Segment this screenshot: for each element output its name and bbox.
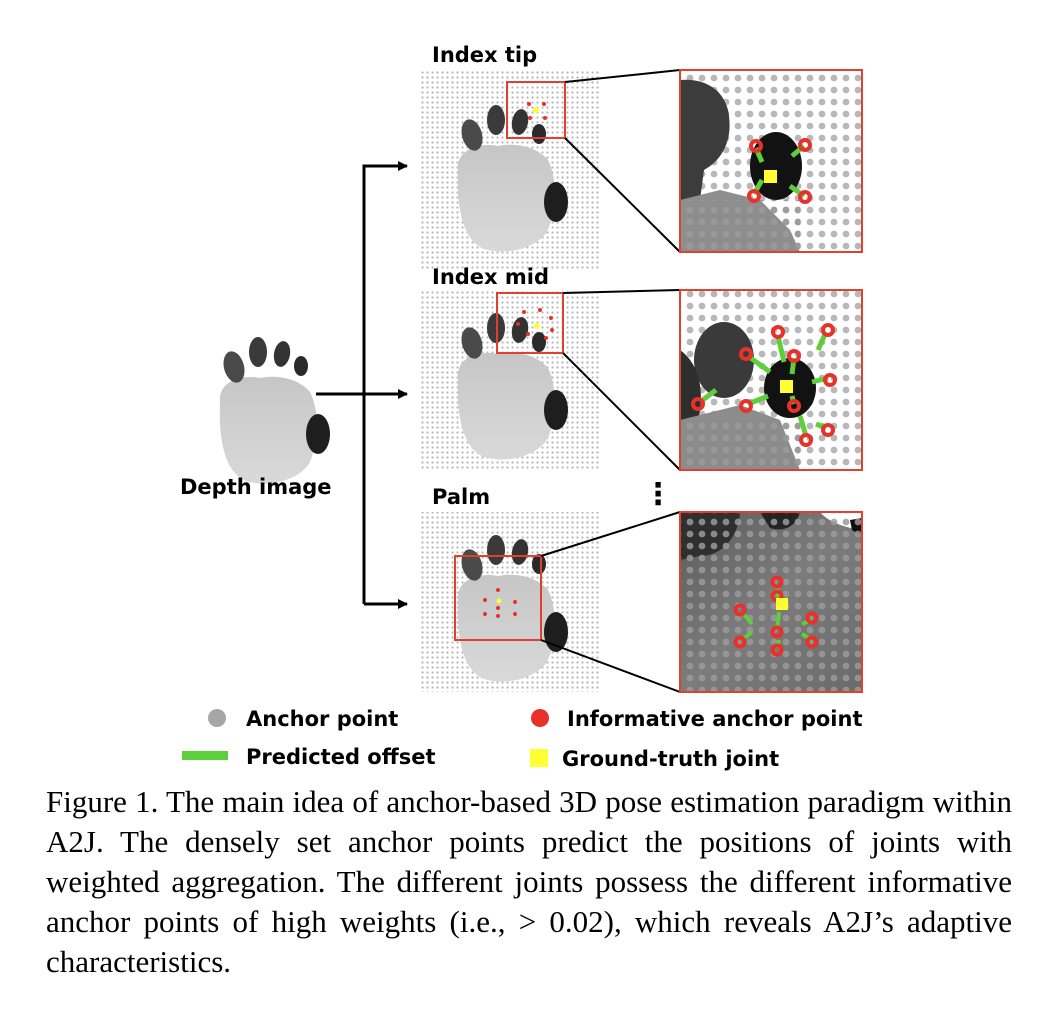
panel-title-index-tip: Index tip (432, 43, 537, 67)
branch-arrows (316, 161, 408, 609)
crop-box (506, 81, 566, 139)
legend-ground-truth-joint: Ground-truth joint (530, 747, 779, 771)
ground-truth-joint-swatch (530, 749, 548, 767)
zoom-connectors-index-mid (562, 289, 681, 471)
figure: Depth image Index tip (180, 43, 863, 771)
input-depth-image (219, 337, 330, 484)
anchor-point-swatch (208, 709, 226, 727)
ellipsis: ⋮ (643, 477, 673, 512)
figure-caption: Figure 1. The main idea of anchor-based … (46, 784, 1012, 979)
legend-informative-anchor-point-label: Informative anchor point (567, 707, 862, 731)
legend-anchor-point-label: Anchor point (246, 707, 398, 731)
panel-index-tip (420, 70, 600, 270)
panel-title-index-mid: Index mid (432, 265, 549, 289)
legend-predicted-offset: Predicted offset (182, 745, 436, 769)
zoom-index-mid (679, 289, 863, 471)
predicted-offset-swatch (182, 751, 228, 760)
panel-title-palm: Palm (432, 485, 490, 509)
panel-palm (420, 512, 600, 692)
zoom-palm (679, 511, 863, 693)
legend: Anchor point Informative anchor point Pr… (182, 707, 862, 771)
zoom-connectors-index-tip (564, 69, 681, 253)
informative-anchor-swatch (531, 709, 549, 727)
legend-ground-truth-joint-label: Ground-truth joint (562, 747, 779, 771)
legend-predicted-offset-label: Predicted offset (246, 745, 436, 769)
legend-informative-anchor-point: Informative anchor point (531, 707, 862, 731)
crop-box (454, 555, 542, 641)
legend-anchor-point: Anchor point (208, 707, 398, 731)
zoom-connectors-palm (540, 511, 681, 693)
crop-box (496, 292, 564, 354)
input-label: Depth image (180, 475, 332, 499)
zoom-index-tip (679, 69, 863, 253)
panel-index-mid (420, 290, 600, 470)
